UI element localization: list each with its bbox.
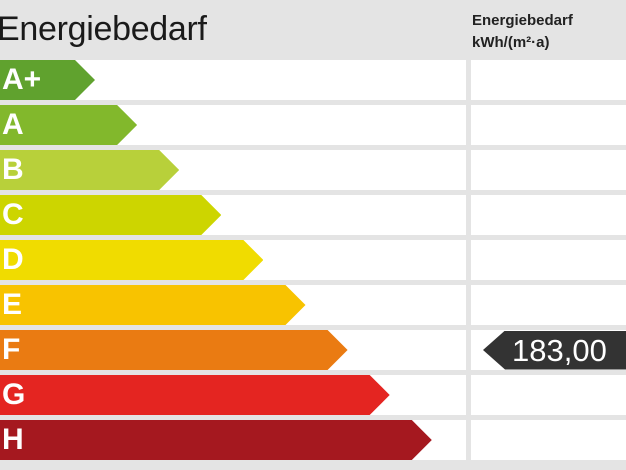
bar-A: A (0, 105, 138, 145)
column-header-line2: kWh/(m²·a) (472, 34, 550, 51)
bar-label: C (2, 198, 24, 231)
value-marker: 183,00 (483, 330, 626, 370)
bar-H: H (0, 420, 432, 460)
bar-C: C (0, 195, 222, 235)
value-cell-A+ (471, 60, 626, 100)
value-cell-A (471, 105, 626, 145)
value-cell-G (471, 375, 626, 415)
bar-label: D (2, 243, 24, 276)
column-header: Energiebedarf kWh/(m²·a) (472, 10, 573, 54)
value-cell-C (471, 195, 626, 235)
bar-label: A+ (2, 63, 42, 96)
bar-A+: A+ (0, 60, 95, 100)
column-header-line1: Energiebedarf (472, 12, 573, 29)
bar-label: B (2, 153, 24, 186)
bar-label: E (2, 288, 23, 321)
bar-F: F (0, 330, 348, 370)
bar-D: D (0, 240, 264, 280)
value-cell-E (471, 285, 626, 325)
bar-E: E (0, 285, 306, 325)
bar-G: G (0, 375, 390, 415)
bar-label: G (2, 378, 26, 411)
value-label: 183,00 (512, 332, 607, 368)
bar-B: B (0, 150, 180, 190)
bar-label: F (2, 333, 21, 366)
value-cell-D (471, 240, 626, 280)
value-cell-H (471, 420, 626, 460)
bar-label: A (2, 108, 24, 141)
value-cell-B (471, 150, 626, 190)
chart-title: Energiebedarf (0, 10, 207, 48)
bar-label: H (2, 423, 24, 456)
